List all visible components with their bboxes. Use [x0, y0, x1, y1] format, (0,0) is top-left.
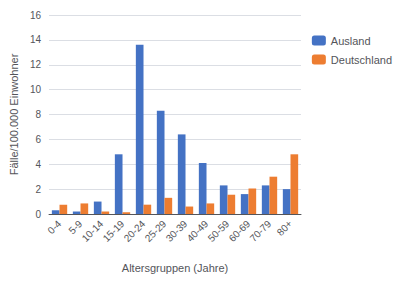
svg-text:5-9: 5-9	[66, 218, 85, 237]
svg-text:4: 4	[35, 159, 41, 170]
svg-text:2: 2	[35, 184, 41, 195]
svg-text:10: 10	[30, 84, 42, 95]
svg-text:6: 6	[35, 134, 41, 145]
svg-text:80+: 80+	[275, 218, 295, 238]
svg-text:16: 16	[30, 10, 42, 21]
svg-text:50-59: 50-59	[206, 218, 232, 244]
svg-text:60-69: 60-69	[227, 218, 253, 244]
svg-text:Fälle/100.000 Einwohner: Fälle/100.000 Einwohner	[8, 53, 20, 175]
svg-text:Deutschland: Deutschland	[331, 54, 392, 66]
svg-text:0: 0	[35, 209, 41, 220]
svg-text:14: 14	[30, 34, 42, 45]
svg-text:0-4: 0-4	[45, 218, 63, 236]
svg-text:10-14: 10-14	[80, 218, 106, 244]
svg-text:Altersgruppen (Jahre): Altersgruppen (Jahre)	[122, 262, 228, 274]
svg-text:30-39: 30-39	[164, 218, 190, 244]
svg-text:40-49: 40-49	[185, 218, 211, 244]
svg-text:70-79: 70-79	[248, 218, 274, 244]
svg-text:15-19: 15-19	[101, 218, 127, 244]
svg-text:Ausland: Ausland	[331, 35, 371, 47]
svg-text:20-24: 20-24	[122, 218, 148, 244]
svg-text:8: 8	[35, 109, 41, 120]
svg-text:12: 12	[30, 59, 42, 70]
svg-text:25-29: 25-29	[143, 218, 169, 244]
